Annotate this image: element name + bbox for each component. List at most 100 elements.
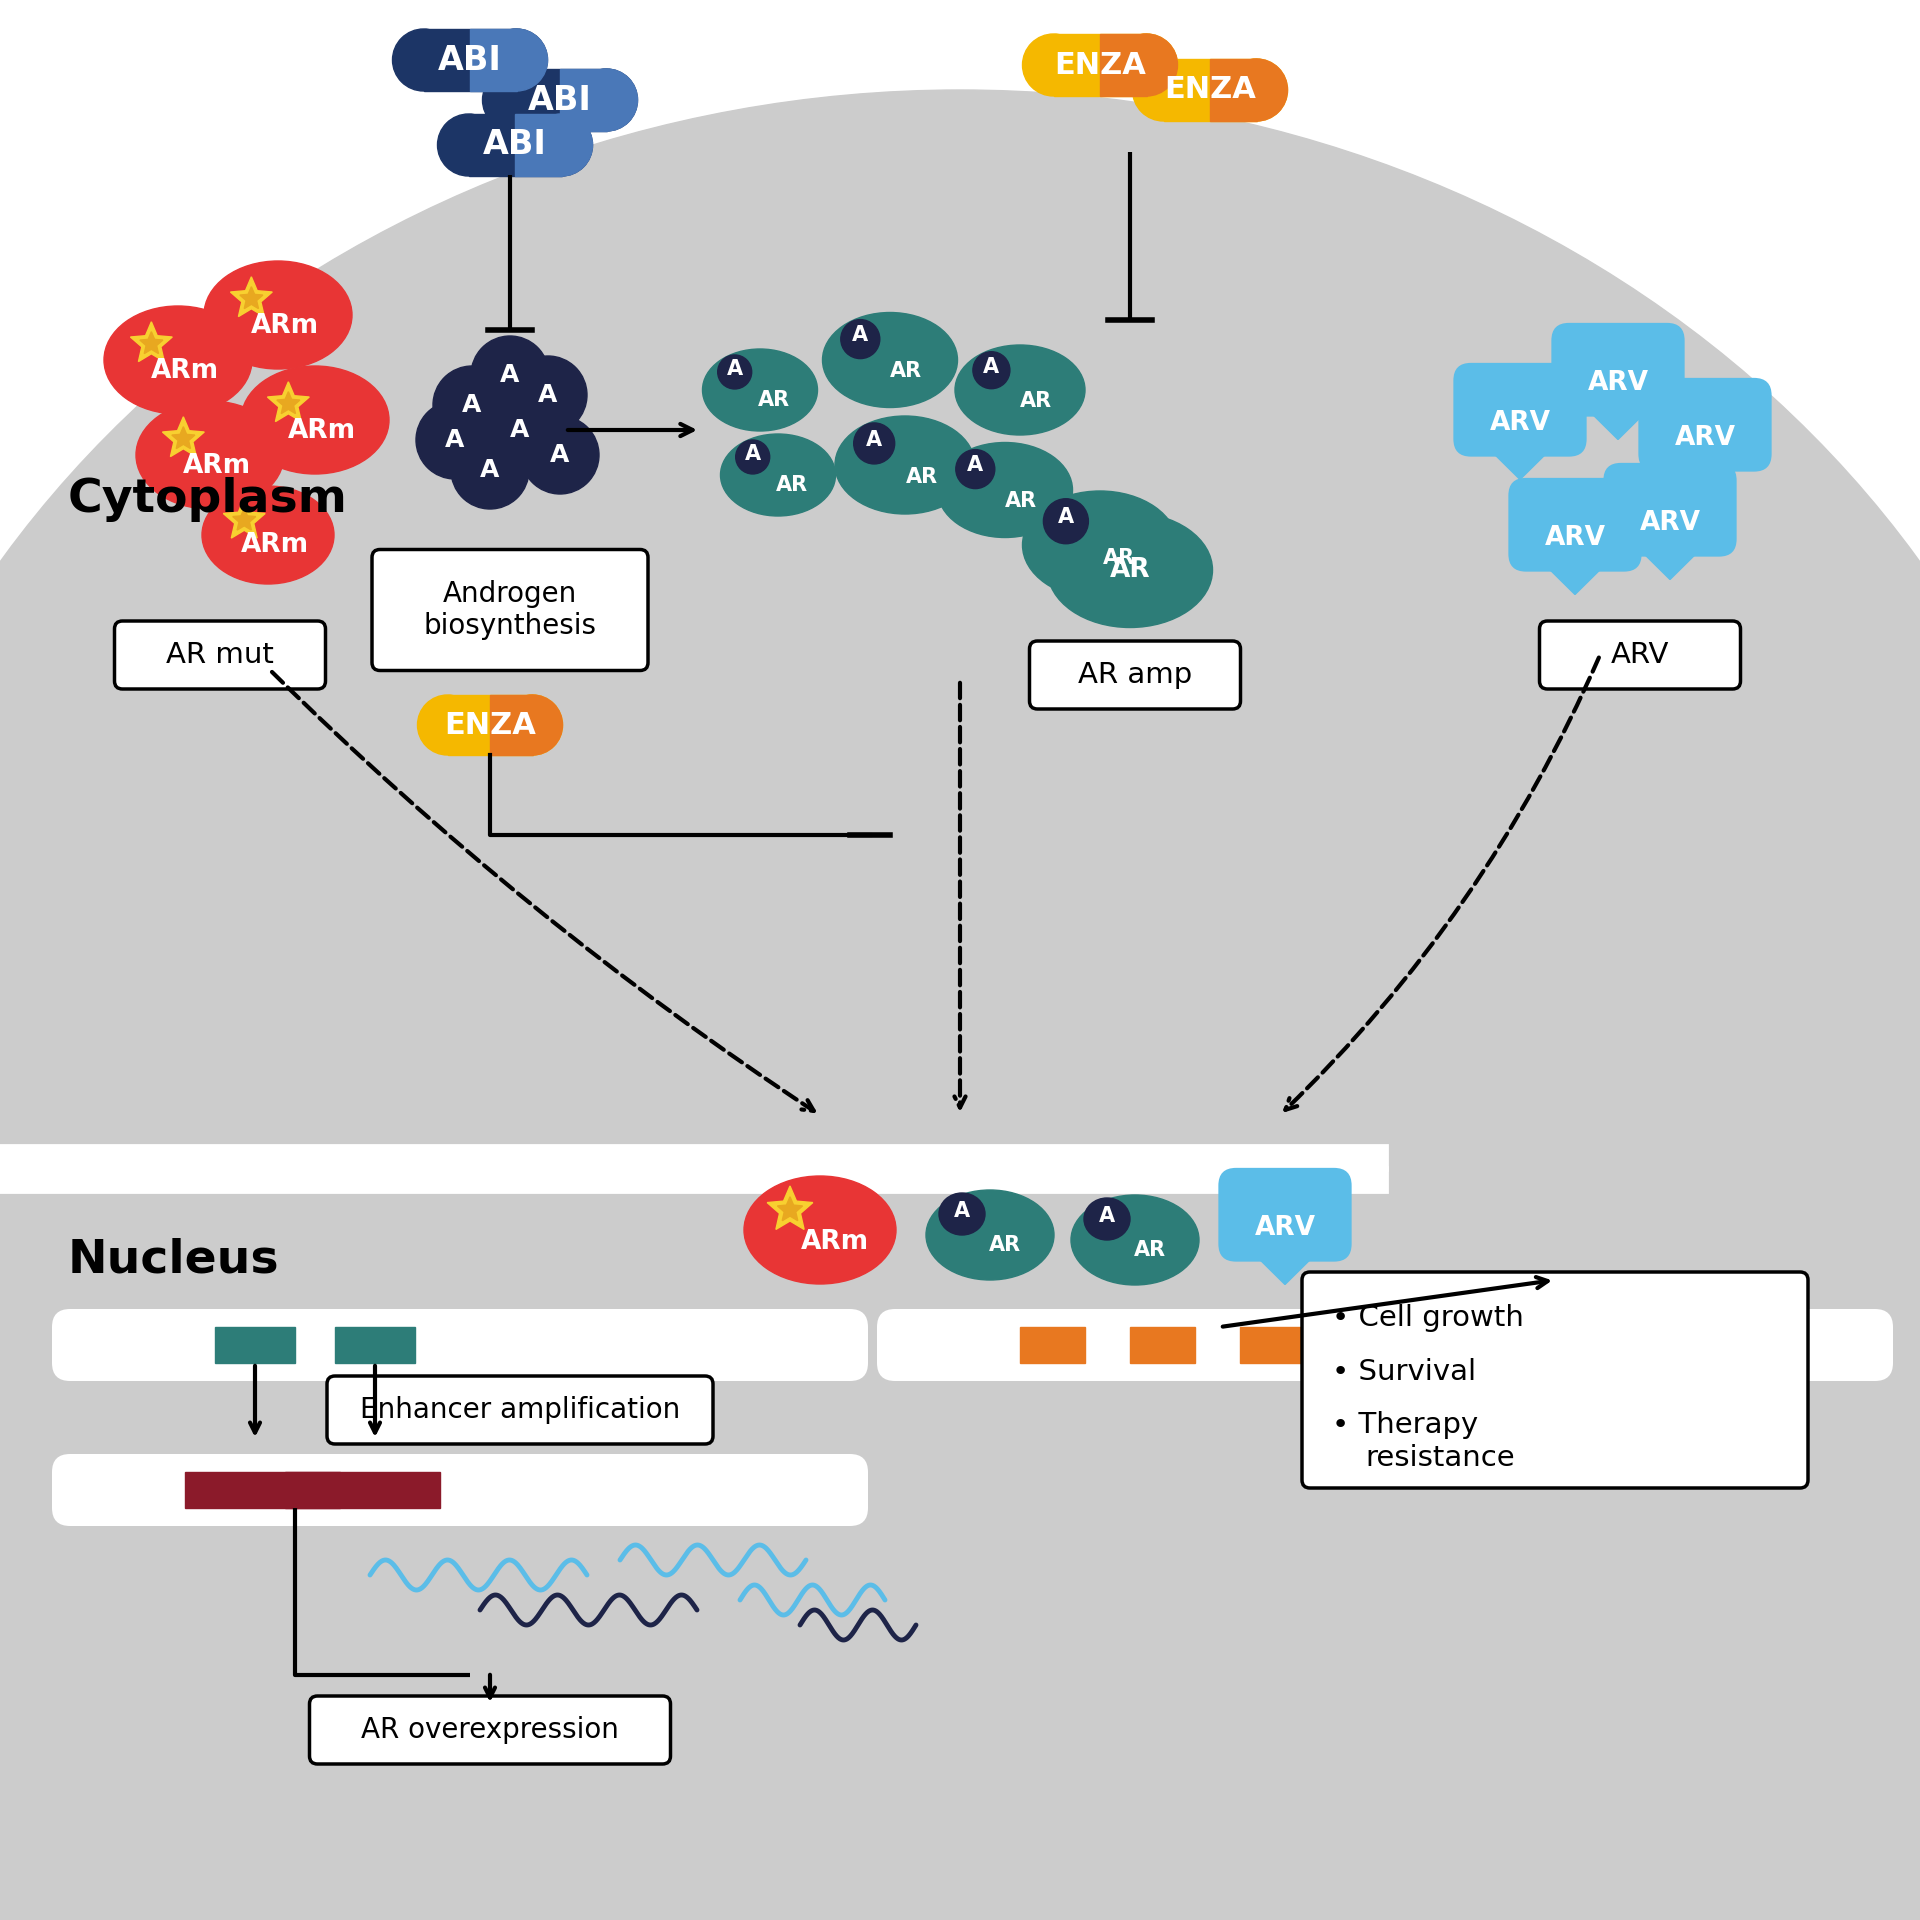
Bar [1054,35,1146,96]
Text: AR: AR [1020,392,1052,411]
Text: A: A [852,324,868,346]
Text: AR: AR [758,390,789,409]
Bar [470,29,516,90]
Text: A: A [501,363,520,388]
Bar [490,695,532,755]
FancyBboxPatch shape [1540,620,1741,689]
FancyBboxPatch shape [309,1695,670,1764]
Text: ARm: ARm [152,357,219,384]
Polygon shape [163,417,204,457]
Bar [513,69,607,131]
Text: AR: AR [1102,547,1135,568]
FancyBboxPatch shape [1219,1167,1352,1261]
Polygon shape [223,499,265,538]
Ellipse shape [520,417,599,493]
Ellipse shape [242,367,390,474]
Polygon shape [267,382,309,422]
Ellipse shape [1043,499,1089,543]
Text: A: A [538,382,557,407]
Ellipse shape [136,401,284,509]
Ellipse shape [204,261,351,369]
Ellipse shape [937,442,1073,538]
Bar [1020,1327,1085,1363]
Ellipse shape [530,113,593,177]
Text: Nucleus: Nucleus [67,1238,280,1283]
Ellipse shape [202,486,334,584]
FancyBboxPatch shape [1453,363,1586,457]
Polygon shape [1534,555,1617,595]
Text: A: A [463,394,482,417]
Polygon shape [1244,1244,1327,1284]
Ellipse shape [718,355,753,390]
Polygon shape [778,1196,803,1221]
Ellipse shape [1048,513,1213,628]
Text: A: A [983,357,1000,376]
Text: ARV: ARV [1490,409,1551,436]
Bar [1100,35,1146,96]
Text: • Therapy: • Therapy [1332,1411,1478,1438]
Bar [1210,60,1256,121]
Text: • Cell growth: • Cell growth [1332,1304,1524,1332]
Polygon shape [1478,440,1561,480]
Ellipse shape [509,355,588,434]
Ellipse shape [417,401,493,478]
Ellipse shape [1225,60,1288,121]
FancyBboxPatch shape [115,620,326,689]
Text: ARm: ARm [240,532,309,559]
Text: AR: AR [1110,557,1150,584]
Text: ARV: ARV [1640,511,1701,536]
FancyBboxPatch shape [1551,323,1684,417]
FancyBboxPatch shape [52,1309,868,1380]
Ellipse shape [954,346,1085,436]
Bar [1240,1327,1306,1363]
Bar [1455,1327,1521,1363]
Text: Androgen
biosynthesis: Androgen biosynthesis [424,580,597,639]
Text: A: A [511,419,530,442]
Text: A: A [445,428,465,451]
Polygon shape [1665,453,1745,495]
Bar [561,69,607,131]
Ellipse shape [0,90,1920,1920]
FancyBboxPatch shape [1302,1271,1809,1488]
Ellipse shape [720,434,835,516]
Ellipse shape [470,336,549,415]
Ellipse shape [486,29,547,90]
Bar [1350,1327,1415,1363]
Text: ENZA: ENZA [444,710,536,739]
Polygon shape [1628,540,1711,580]
Ellipse shape [841,319,879,359]
Text: A: A [968,455,983,476]
Bar [284,1473,440,1507]
Text: AR mut: AR mut [165,641,275,668]
Polygon shape [232,509,255,530]
Text: AR: AR [891,361,922,382]
Ellipse shape [1085,1198,1131,1240]
Bar [1131,1327,1194,1363]
Text: • Survival: • Survival [1332,1357,1476,1386]
Ellipse shape [1116,35,1177,96]
Text: Enhancer amplification: Enhancer amplification [359,1396,680,1425]
Ellipse shape [854,422,895,465]
Text: ENZA: ENZA [1164,75,1256,104]
Bar [334,1327,415,1363]
Text: A: A [551,444,570,467]
Text: resistance: resistance [1365,1444,1515,1473]
Polygon shape [173,426,194,449]
Ellipse shape [1023,492,1177,599]
Ellipse shape [1133,60,1194,121]
Text: ABI: ABI [484,129,547,161]
Ellipse shape [939,1192,985,1235]
Ellipse shape [417,695,478,755]
Text: A: A [866,430,883,449]
Text: A: A [745,444,760,465]
Text: ARV: ARV [1544,524,1605,551]
Text: A: A [954,1202,970,1221]
Text: AR: AR [1006,492,1037,511]
FancyBboxPatch shape [372,549,649,670]
Ellipse shape [576,69,637,131]
Bar [1164,60,1256,121]
Ellipse shape [451,430,530,509]
FancyBboxPatch shape [326,1377,712,1444]
Ellipse shape [1023,35,1085,96]
Text: ARV: ARV [1674,424,1736,451]
